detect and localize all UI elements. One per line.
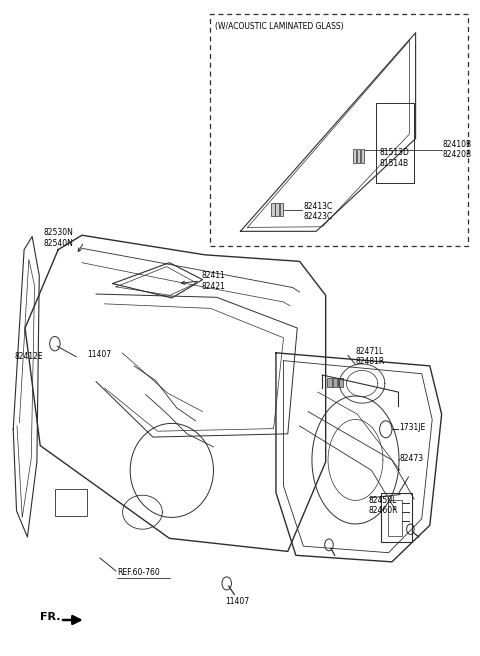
Bar (353, 149, 356, 163)
Text: (W/ACOUSTIC LAMINATED GLASS): (W/ACOUSTIC LAMINATED GLASS) (216, 22, 344, 31)
Bar (338, 379, 343, 387)
Text: 82473: 82473 (400, 454, 424, 463)
Bar (280, 203, 283, 216)
Text: 82412E: 82412E (15, 352, 43, 361)
Text: 82410B
82420B: 82410B 82420B (443, 140, 472, 159)
Text: 11407: 11407 (87, 350, 112, 359)
Text: FR.: FR. (40, 612, 60, 622)
Text: 82530N
82540N: 82530N 82540N (43, 228, 73, 247)
Bar (333, 379, 337, 387)
Bar (388, 500, 402, 536)
Text: 82413C
82423C: 82413C 82423C (303, 202, 333, 222)
Bar (381, 493, 412, 543)
Bar (55, 489, 87, 516)
Bar (276, 203, 279, 216)
Text: 82411
82421: 82411 82421 (201, 272, 225, 291)
Bar (357, 149, 360, 163)
Text: 82471L
82481R: 82471L 82481R (356, 347, 385, 367)
Text: 1731JE: 1731JE (399, 422, 425, 432)
Text: REF.60-760: REF.60-760 (118, 569, 160, 577)
Bar (271, 203, 275, 216)
Text: 11407: 11407 (225, 596, 249, 605)
Bar (361, 149, 364, 163)
Text: 81513D
81514B: 81513D 81514B (379, 148, 409, 168)
Bar (327, 379, 332, 387)
Text: 82450L
82460R: 82450L 82460R (369, 496, 398, 516)
